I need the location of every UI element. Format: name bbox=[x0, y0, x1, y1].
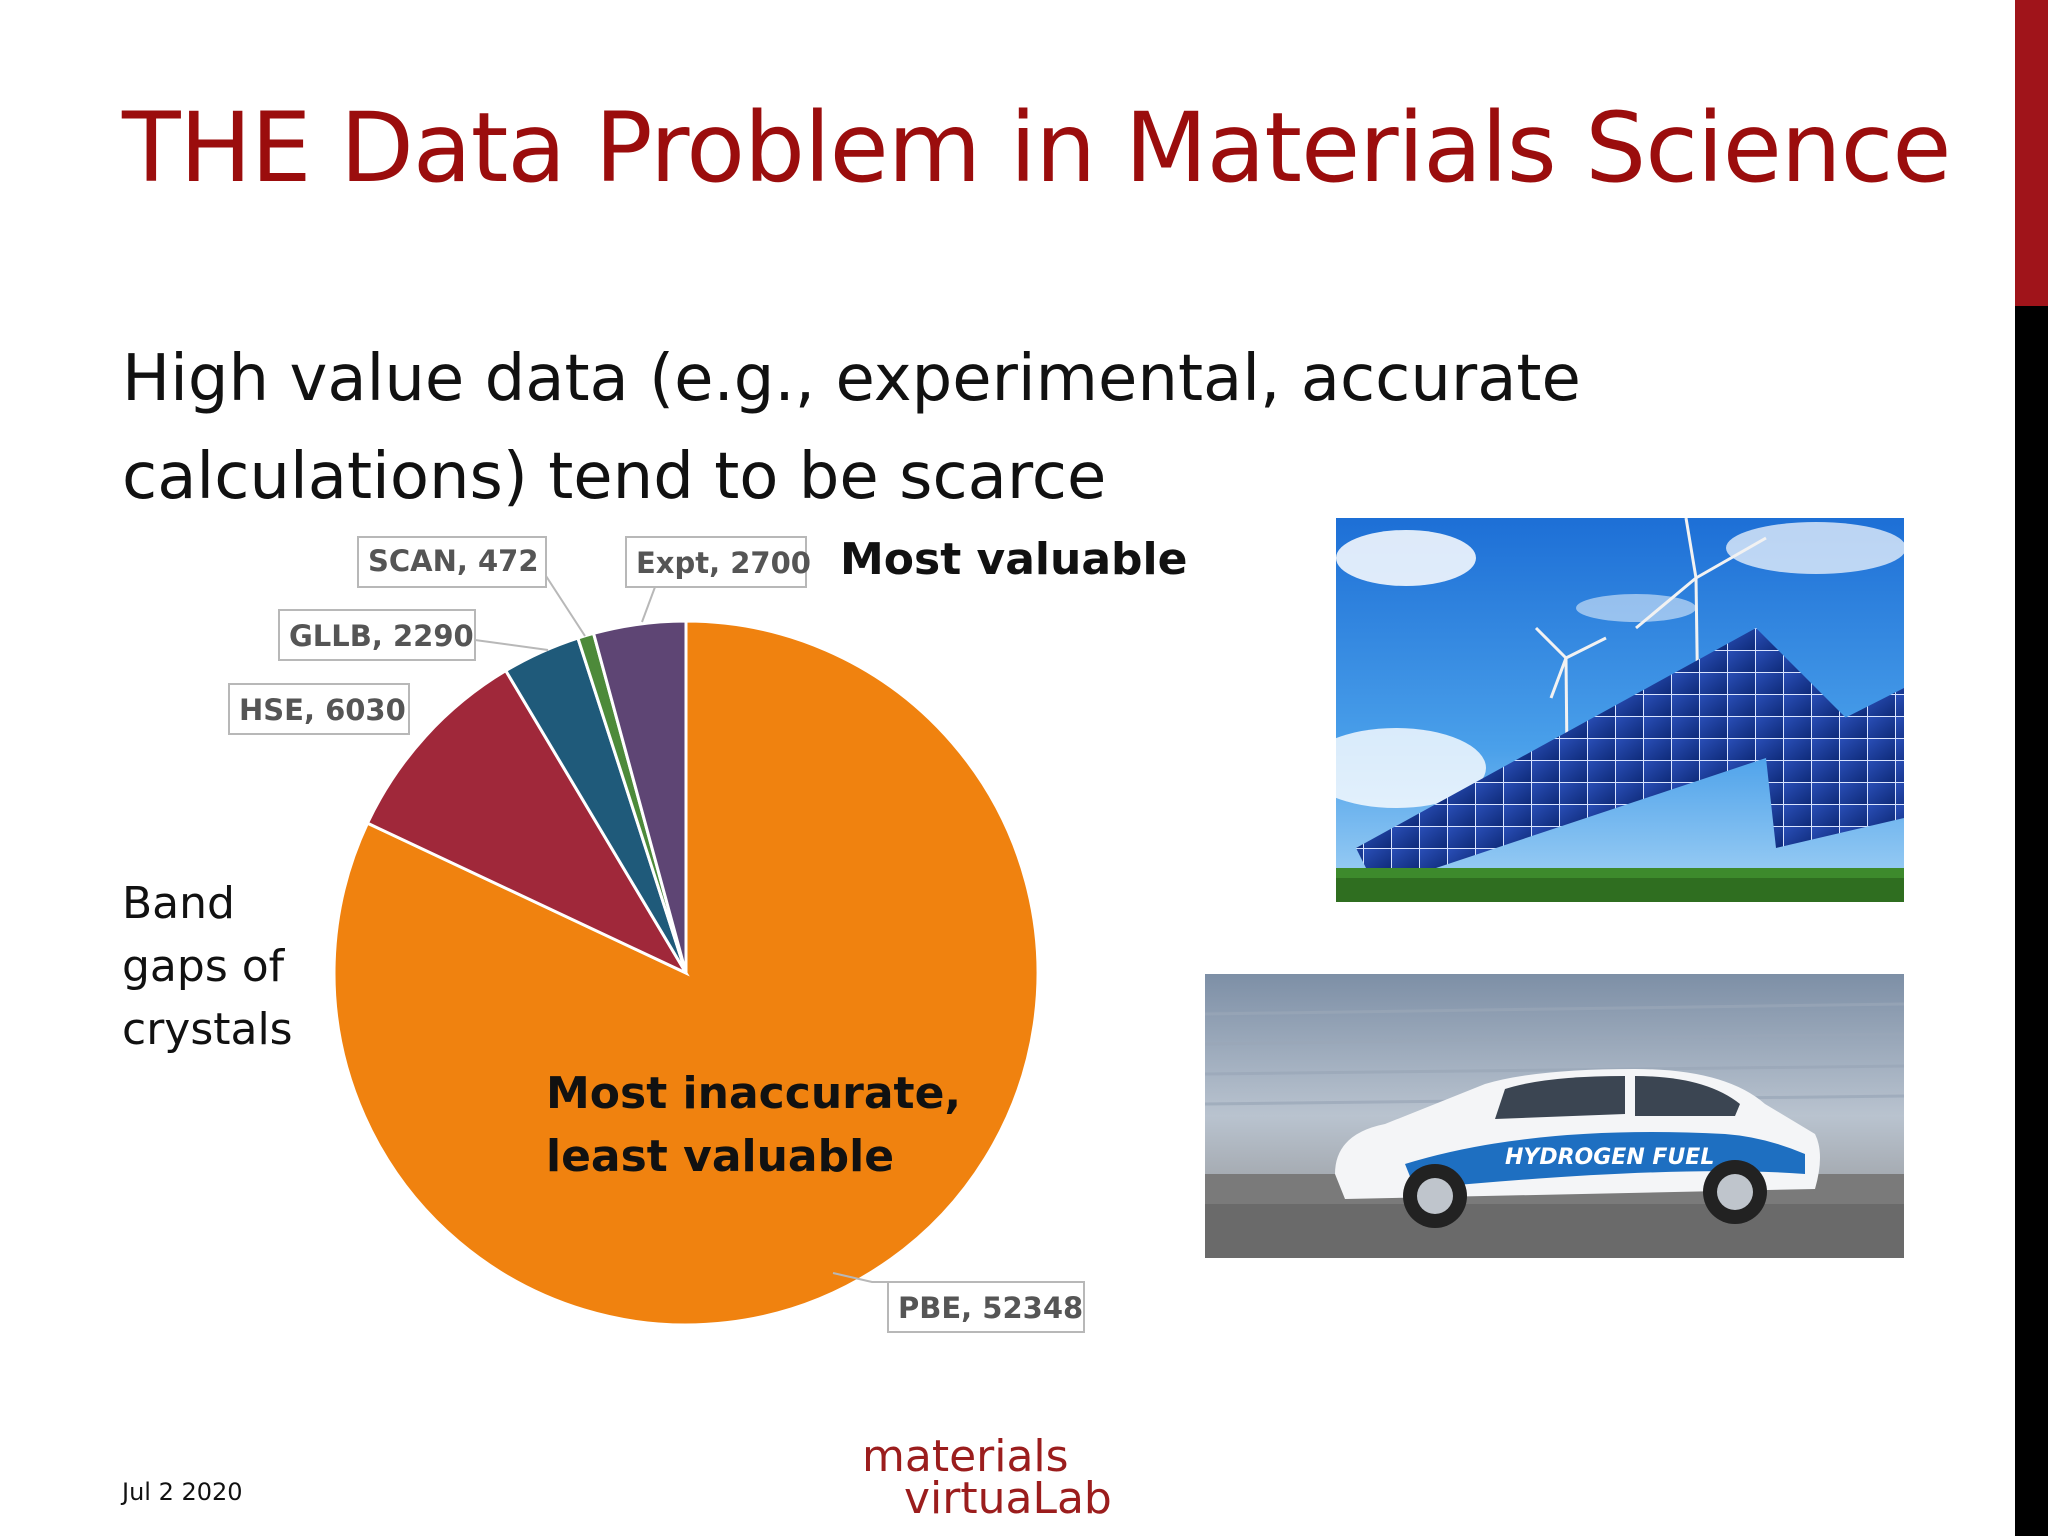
pie-slice-pbe bbox=[332, 619, 1040, 1327]
bullet-text: High value data (e.g., experimental, acc… bbox=[122, 342, 1581, 514]
data-label-box-gllb bbox=[278, 609, 476, 661]
data-label-hse: HSE, 6030 bbox=[239, 693, 406, 727]
leader-line-expt bbox=[641, 586, 656, 623]
annotation-most-valuable: Most valuable bbox=[840, 534, 1188, 585]
annotation-line-2: least valuable bbox=[546, 1131, 895, 1182]
data-label-scan: SCAN, 472 bbox=[368, 544, 539, 578]
accent-bar-black bbox=[2015, 306, 2048, 1536]
pie-chart: PBE, 52348 HSE, 6030 GLLB, 2290 SCAN, 472 Ex… bbox=[228, 536, 1085, 1333]
slide-date: Jul 2 2020 bbox=[122, 1478, 243, 1506]
car-photo-graphic: HYDROGEN FUEL bbox=[1205, 974, 1904, 1258]
annotation-most-inaccurate: Most inaccurate, least valuable bbox=[546, 1062, 961, 1188]
data-label-expt: Expt, 2700 bbox=[636, 546, 811, 580]
data-label-box-expt bbox=[625, 536, 807, 588]
data-label-gllb: GLLB, 2290 bbox=[289, 619, 474, 653]
accent-bar-red bbox=[2015, 0, 2048, 306]
solar-panels-and-wind-turbines-photo bbox=[1336, 518, 1904, 902]
logo-line-2: virtuaLab bbox=[904, 1473, 1112, 1524]
pie-slice-expt bbox=[591, 619, 688, 974]
data-label-pbe: PBE, 52348 bbox=[898, 1291, 1083, 1325]
annotation-line-1: Most inaccurate, bbox=[546, 1068, 962, 1119]
band-gaps-label-line-1: Band bbox=[122, 878, 235, 929]
pie-slice-hse bbox=[365, 668, 690, 977]
leader-line-pbe bbox=[832, 1272, 888, 1283]
solar-photo-graphic bbox=[1336, 518, 1904, 902]
hydrogen-fuel-text: HYDROGEN FUEL bbox=[1505, 1145, 1714, 1170]
band-gaps-label-line-3: crystals bbox=[122, 1004, 293, 1055]
data-label-box-pbe bbox=[887, 1281, 1085, 1333]
band-gaps-label-line-2: gaps of bbox=[122, 941, 285, 992]
hydrogen-fuel-car-photo: HYDROGEN FUEL bbox=[1205, 974, 1904, 1258]
materials-virtualab-logo: materials virtuaLab bbox=[862, 1431, 1112, 1524]
logo-line-1: materials bbox=[862, 1431, 1069, 1482]
slide-title: THE Data Problem in Materials Science bbox=[122, 92, 1951, 204]
data-label-box-scan bbox=[357, 536, 547, 588]
data-label-box-hse bbox=[228, 683, 410, 735]
band-gaps-label: Band gaps of crystals bbox=[122, 872, 293, 1061]
leader-line-gllb bbox=[474, 639, 549, 651]
